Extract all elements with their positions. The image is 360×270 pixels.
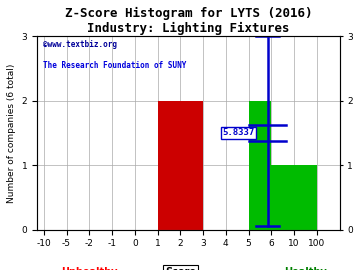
Text: The Research Foundation of SUNY: The Research Foundation of SUNY [43, 61, 186, 70]
Bar [158, 101, 203, 230]
Text: Score: Score [165, 266, 196, 270]
Y-axis label: Number of companies (6 total): Number of companies (6 total) [7, 63, 16, 202]
Title: Z-Score Histogram for LYTS (2016)
Industry: Lighting Fixtures: Z-Score Histogram for LYTS (2016) Indust… [64, 7, 312, 35]
Bar [294, 165, 317, 230]
Text: Healthy: Healthy [284, 266, 327, 270]
Text: 5.8337: 5.8337 [223, 129, 255, 137]
Text: Unhealthy: Unhealthy [61, 266, 118, 270]
Bar [271, 165, 294, 230]
Bar [249, 101, 271, 230]
Text: ©www.textbiz.org: ©www.textbiz.org [43, 40, 117, 49]
